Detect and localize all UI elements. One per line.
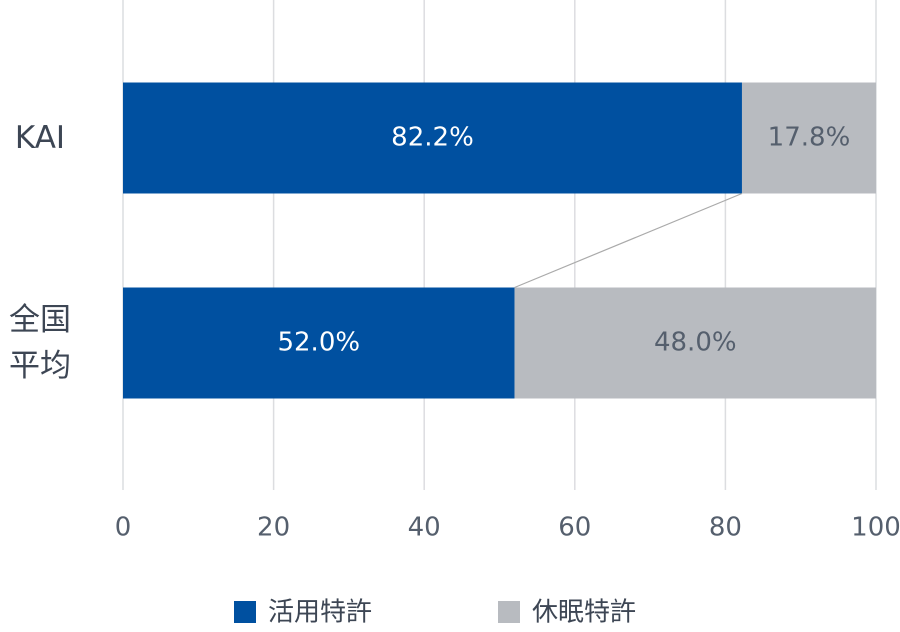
value-label: 17.8% bbox=[768, 123, 851, 153]
x-tick-label: 0 bbox=[115, 513, 132, 543]
grid bbox=[122, 0, 877, 490]
legend-label: 活用特許 bbox=[268, 598, 372, 628]
category-text: 全国平均 bbox=[9, 302, 71, 384]
legend-swatch bbox=[234, 601, 256, 623]
connector-line bbox=[514, 192, 743, 289]
bar-segment bbox=[741, 82, 876, 194]
value-label: 52.0% bbox=[277, 328, 360, 358]
x-tick-label: 100 bbox=[851, 513, 900, 543]
bar-segment bbox=[514, 287, 876, 399]
x-tick-label: 40 bbox=[408, 513, 441, 543]
category-label: KAI bbox=[0, 115, 80, 161]
bar-segment bbox=[123, 82, 742, 194]
category-text: KAI bbox=[14, 120, 66, 156]
bar-segment bbox=[123, 287, 515, 399]
x-tick-label: 80 bbox=[709, 513, 742, 543]
legend-swatch bbox=[498, 601, 520, 623]
x-tick-label: 60 bbox=[558, 513, 591, 543]
category-label: 全国平均 bbox=[0, 297, 80, 389]
value-label: 82.2% bbox=[391, 123, 474, 153]
x-tick-label: 20 bbox=[257, 513, 290, 543]
legend-label: 休眠特許 bbox=[532, 598, 636, 628]
value-label: 48.0% bbox=[654, 328, 737, 358]
